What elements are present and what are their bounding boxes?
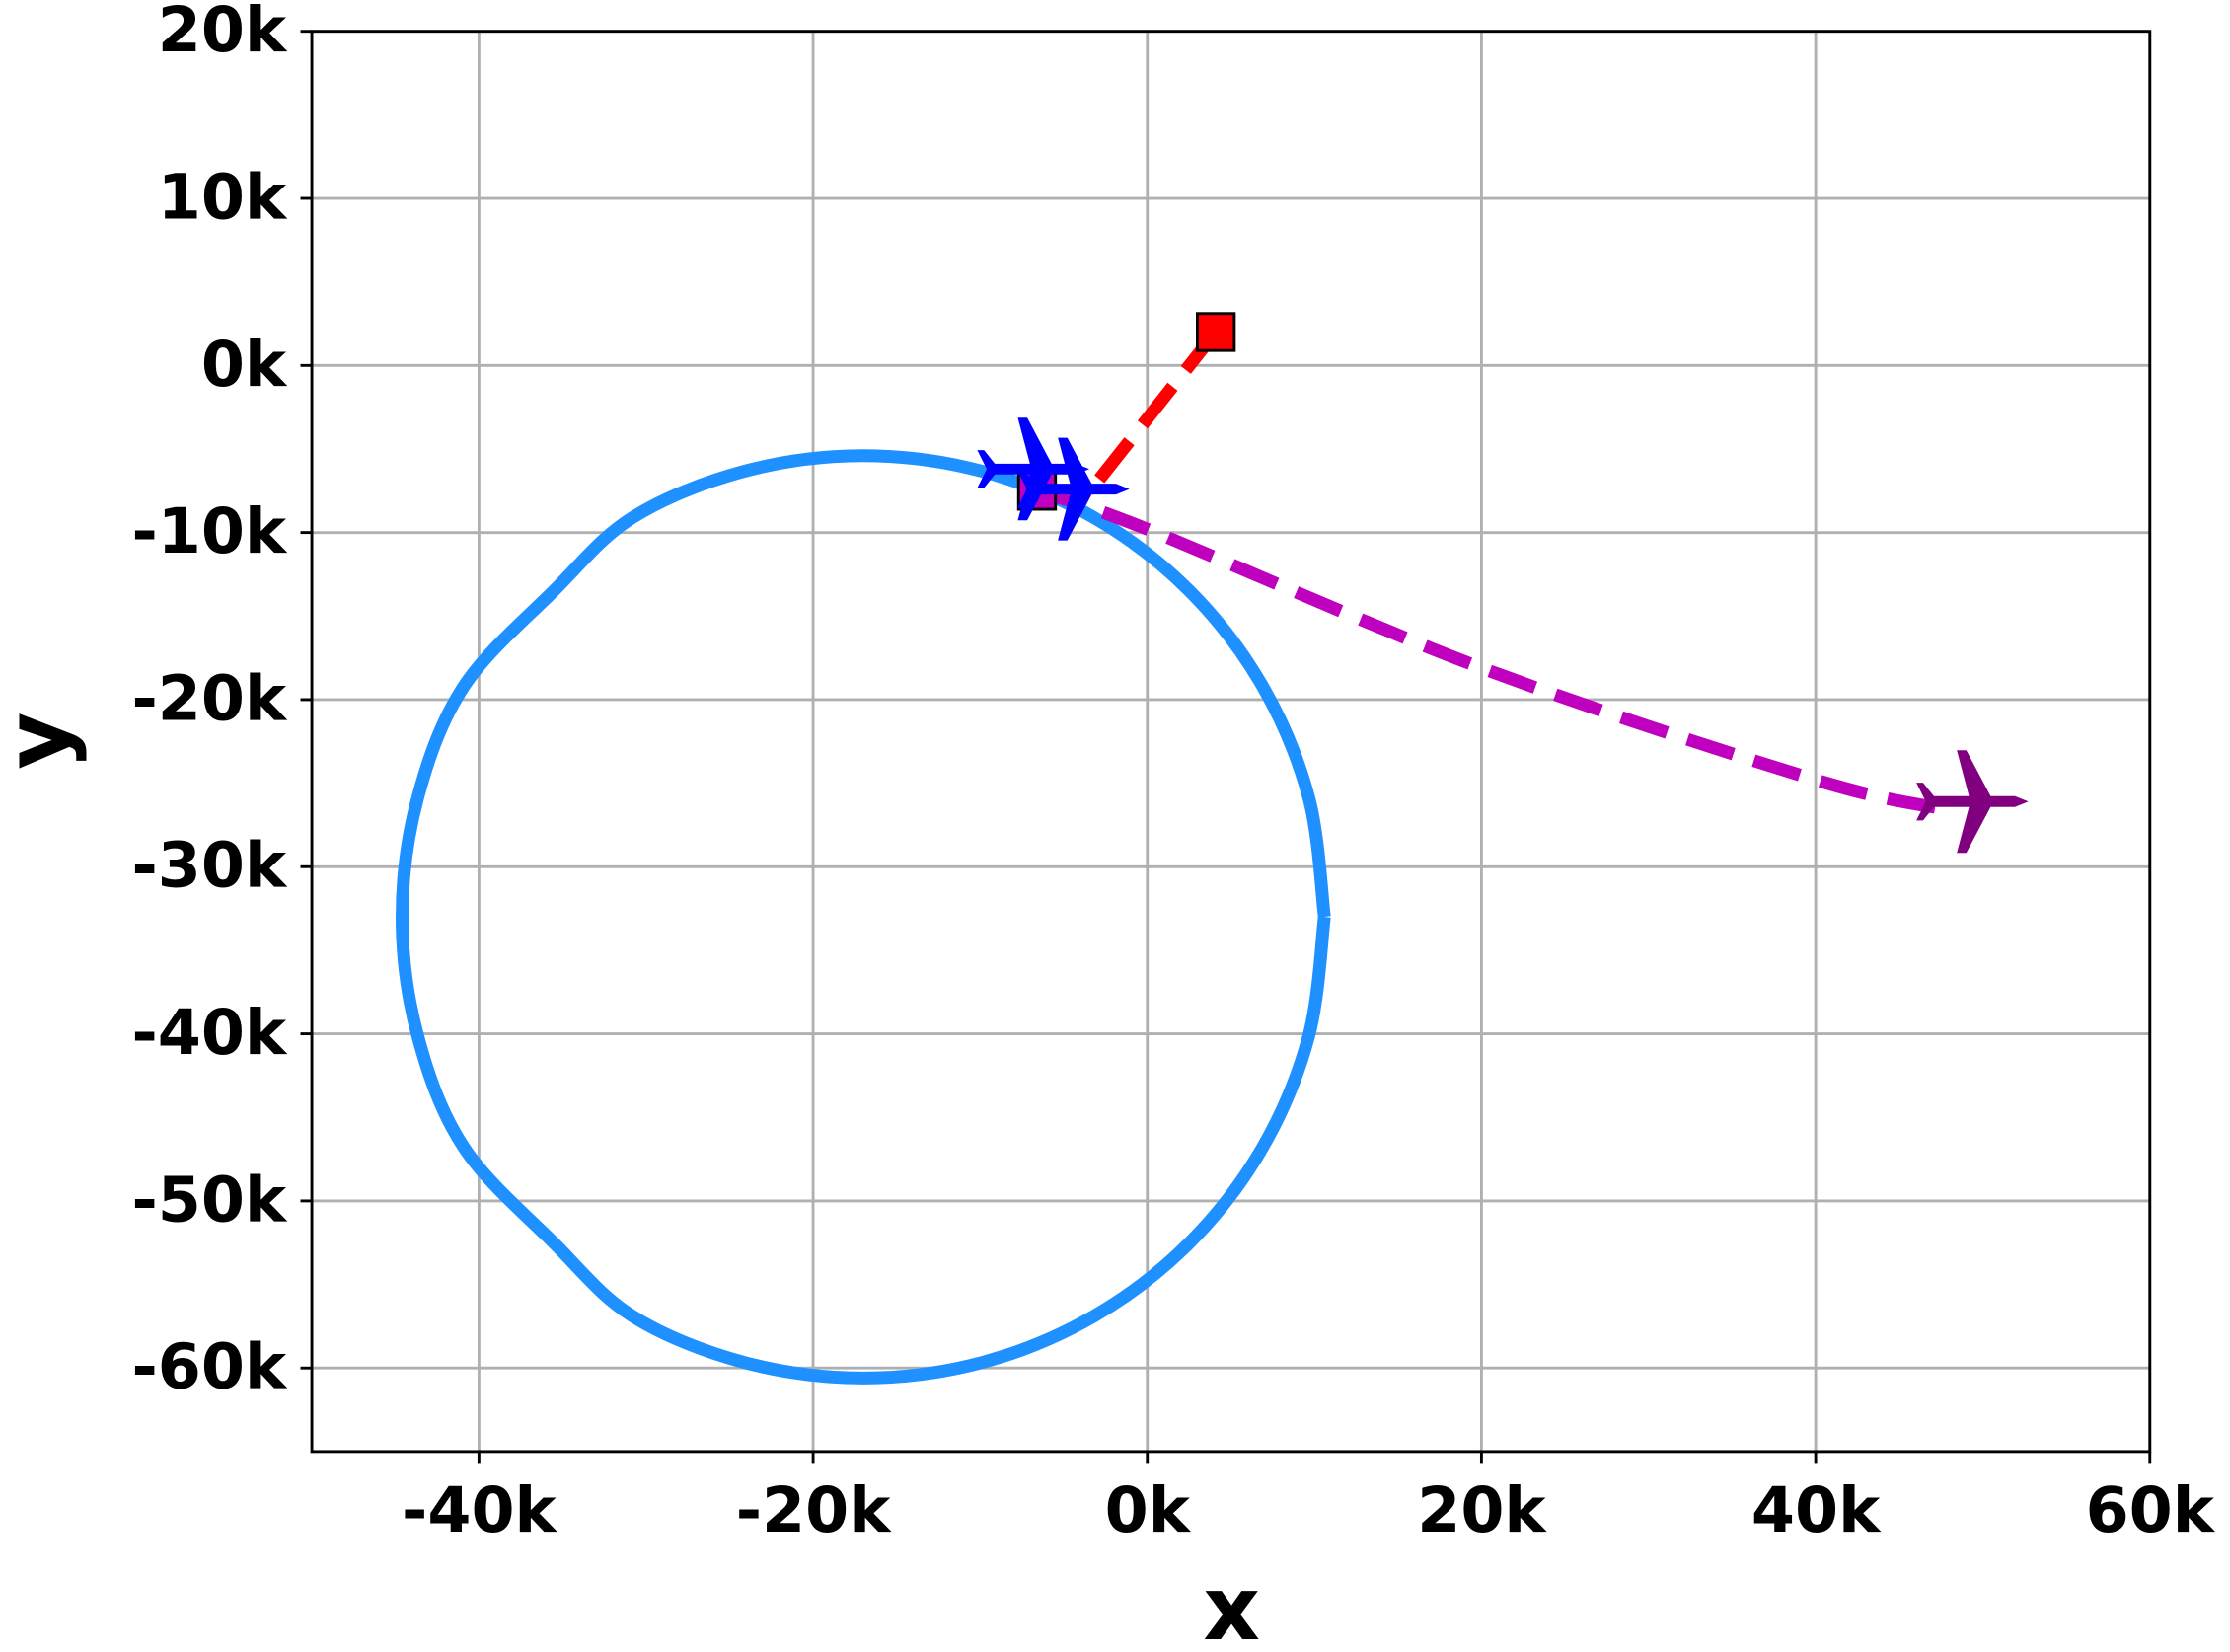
- x-tick-label: 0k: [1105, 1473, 1192, 1546]
- x-tick-label: 60k: [2086, 1473, 2216, 1546]
- plane-marker: [977, 417, 1090, 521]
- y-tick-label: -30k: [131, 829, 287, 902]
- x-tick-label: 40k: [1751, 1473, 1882, 1546]
- x-tick-label: -40k: [402, 1473, 558, 1546]
- y-axis-label: y: [0, 712, 89, 769]
- plot-frame: [310, 30, 2152, 1454]
- line: [1090, 328, 1222, 488]
- plane-marker: [1017, 437, 1130, 541]
- y-tick-label: -20k: [131, 661, 287, 734]
- plane-marker: [1916, 750, 2029, 854]
- y-tick-label: 10k: [158, 160, 288, 233]
- y-tick-label: 0k: [201, 328, 288, 401]
- line: [396, 449, 1331, 1385]
- x-tick-label: 20k: [1417, 1473, 1547, 1546]
- y-tick-label: -40k: [131, 996, 287, 1069]
- y-tick-label: 20k: [158, 0, 288, 66]
- y-tick-label: -50k: [131, 1163, 287, 1236]
- line: [1034, 485, 1951, 817]
- marker: [1196, 312, 1236, 352]
- x-axis-label: x: [1203, 1558, 1260, 1652]
- x-tick-label: -20k: [736, 1473, 892, 1546]
- y-tick-label: -60k: [131, 1330, 287, 1403]
- y-tick-label: -10k: [131, 494, 287, 567]
